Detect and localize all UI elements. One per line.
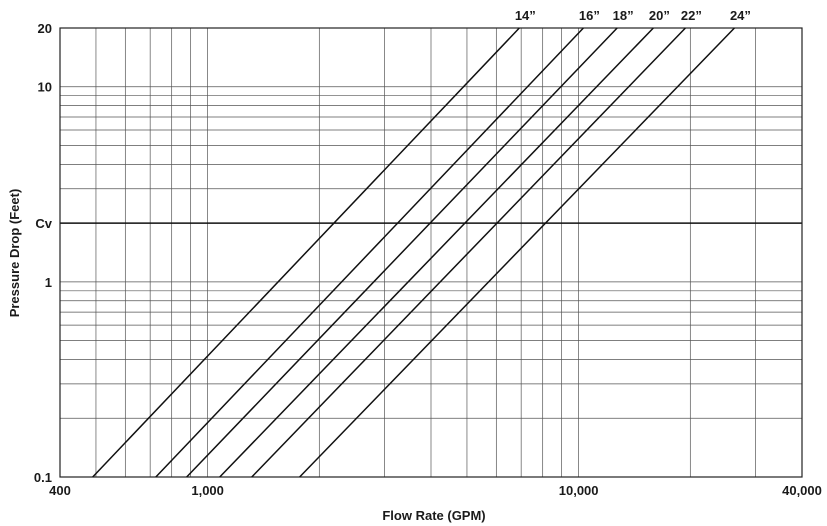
label-layer: 14” 16” 18” 20” 22” 24” 400 1,000 10,000 40,000 0.…	[34, 8, 822, 498]
y-tick-label: 0.1	[34, 470, 52, 485]
series-layer	[92, 27, 735, 478]
series-label: 14”	[515, 8, 536, 23]
plot-frame	[59, 27, 803, 478]
y-tick-label: 1	[45, 275, 52, 290]
grid-layer	[59, 27, 803, 478]
y-tick-label: 20	[38, 21, 52, 36]
series-line	[251, 27, 686, 478]
series-line	[186, 27, 618, 478]
y-axis-label: Pressure Drop (Feet)	[7, 189, 22, 318]
series-label: 18”	[613, 8, 634, 23]
series-line	[155, 27, 584, 478]
y-tick-label: Cv	[35, 216, 52, 231]
y-tick-label: 10	[38, 80, 52, 95]
series-label: 22”	[681, 8, 702, 23]
series-label: 16”	[579, 8, 600, 23]
x-tick-label: 400	[49, 483, 71, 498]
x-axis-label: Flow Rate (GPM)	[382, 508, 485, 523]
series-label: 20”	[649, 8, 670, 23]
series-label: 24”	[730, 8, 751, 23]
x-tick-label: 10,000	[559, 483, 599, 498]
series-line	[219, 27, 654, 478]
series-line	[92, 27, 520, 478]
series-line	[299, 27, 735, 478]
x-tick-label: 1,000	[191, 483, 224, 498]
x-tick-label: 40,000	[782, 483, 822, 498]
